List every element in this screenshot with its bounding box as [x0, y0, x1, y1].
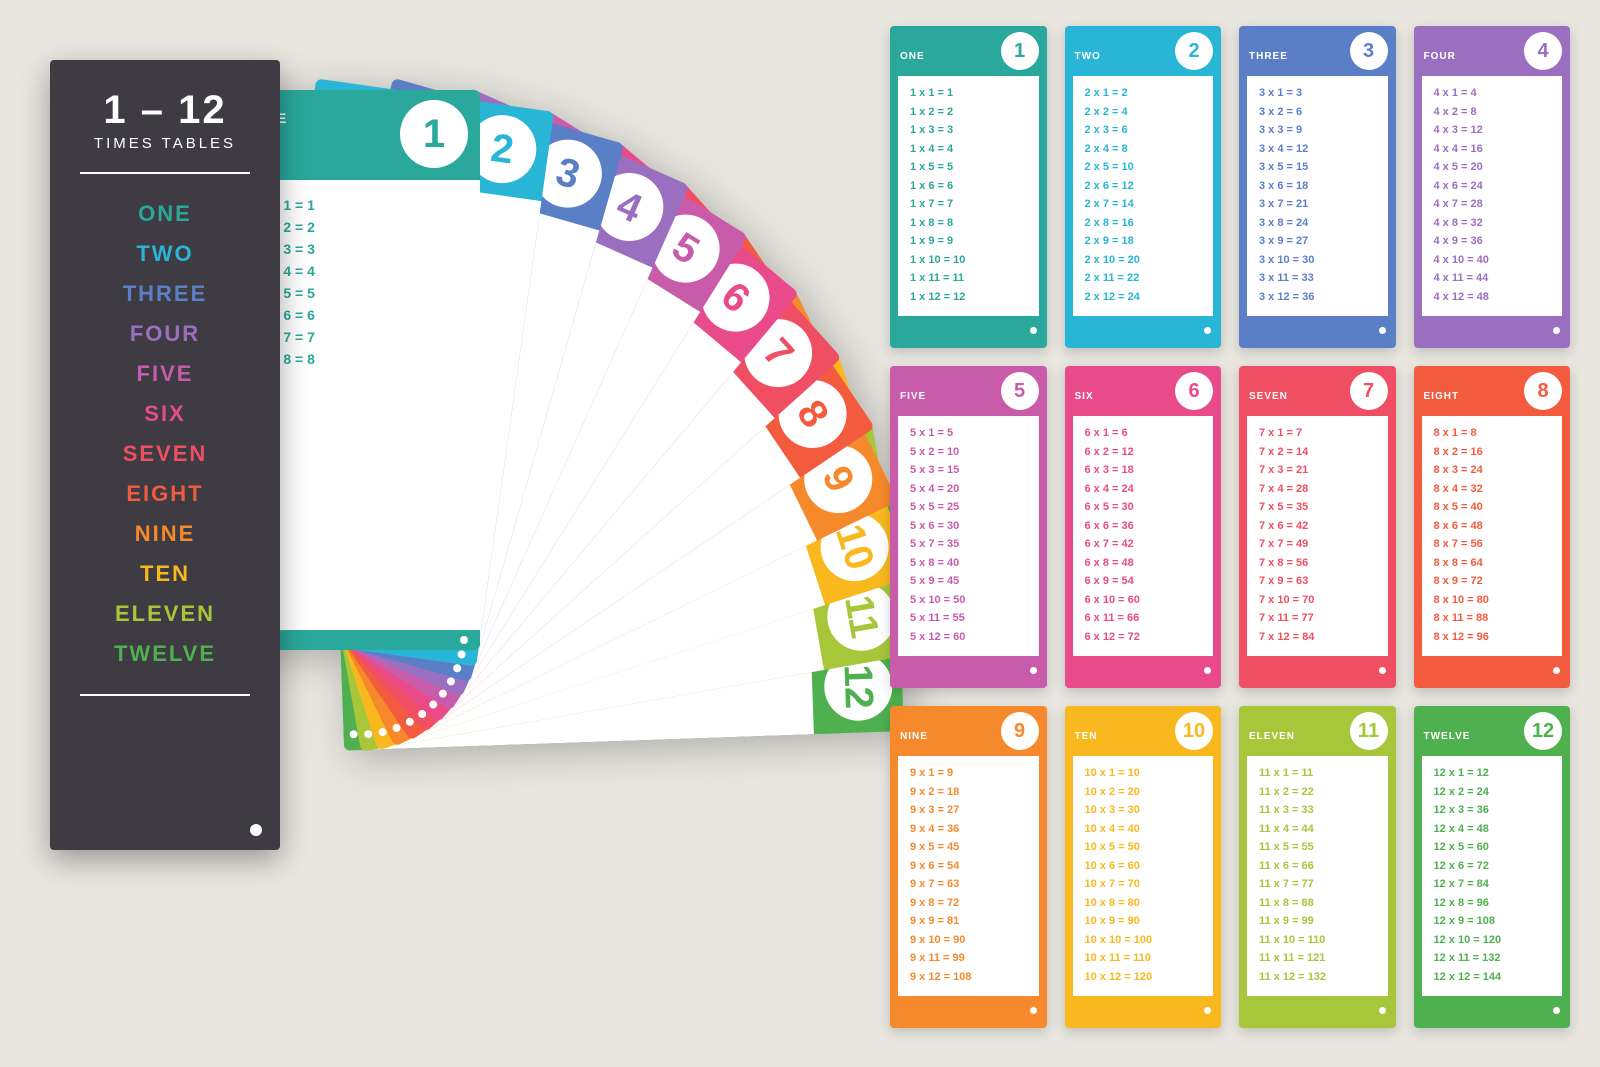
mini-card-badge: 10: [1175, 712, 1213, 750]
cover-title: 1 – 12: [50, 88, 280, 133]
mini-card-8: EIGHT 8 8 x 1 = 88 x 2 = 168 x 3 = 248 x 4…: [1414, 366, 1571, 688]
mini-card-badge: 11: [1350, 712, 1388, 750]
mini-card-badge: 6: [1175, 372, 1213, 410]
cover-number-list: ONETWOTHREEFOURFIVESIXSEVENEIGHTNINETENE…: [50, 194, 280, 674]
mini-card-word: TEN: [1075, 731, 1098, 742]
mini-card-footer: [1414, 316, 1571, 340]
mini-card-footer: [1065, 316, 1222, 340]
cover-list-item: ELEVEN: [50, 594, 280, 634]
mini-card-7: SEVEN 7 7 x 1 = 77 x 2 = 147 x 3 = 217 x 4…: [1239, 366, 1396, 688]
cover-list-item: FOUR: [50, 314, 280, 354]
mini-card-body: 3 x 1 = 33 x 2 = 63 x 3 = 93 x 4 = 123 x…: [1247, 76, 1388, 316]
mini-card-body: 11 x 1 = 1111 x 2 = 2211 x 3 = 3311 x 4 …: [1247, 756, 1388, 996]
fan-card-badge: 1: [400, 100, 468, 168]
mini-card-word: FIVE: [900, 391, 926, 402]
mini-card-footer: [1239, 996, 1396, 1020]
mini-card-grid: ONE 1 1 x 1 = 11 x 2 = 21 x 3 = 31 x 4 = 4…: [890, 26, 1570, 1028]
mini-card-word: ELEVEN: [1249, 731, 1295, 742]
cover-divider-bottom: [80, 694, 250, 696]
mini-card-footer: [1414, 656, 1571, 680]
mini-card-11: ELEVEN 11 11 x 1 = 1111 x 2 = 2211 x 3 = 3…: [1239, 706, 1396, 1028]
mini-card-6: SIX 6 6 x 1 = 66 x 2 = 126 x 3 = 186 x 4 =…: [1065, 366, 1222, 688]
mini-card-word: THREE: [1249, 51, 1288, 62]
mini-card-2: TWO 2 2 x 1 = 22 x 2 = 42 x 3 = 62 x 4 = 8…: [1065, 26, 1222, 348]
mini-card-word: SIX: [1075, 391, 1094, 402]
cover-list-item: TWELVE: [50, 634, 280, 674]
mini-card-body: 8 x 1 = 88 x 2 = 168 x 3 = 248 x 4 = 328…: [1422, 416, 1563, 656]
mini-card-word: FOUR: [1424, 51, 1456, 62]
mini-card-body: 7 x 1 = 77 x 2 = 147 x 3 = 217 x 4 = 287…: [1247, 416, 1388, 656]
cover-list-item: EIGHT: [50, 474, 280, 514]
mini-card-word: SEVEN: [1249, 391, 1288, 402]
cover-list-item: THREE: [50, 274, 280, 314]
cover-panel: 1 – 12 TIMES TABLES ONETWOTHREEFOURFIVES…: [50, 60, 280, 850]
cover-list-item: NINE: [50, 514, 280, 554]
mini-card-footer: [1414, 996, 1571, 1020]
cover-list-item: FIVE: [50, 354, 280, 394]
mini-card-footer: [1239, 316, 1396, 340]
mini-card-9: NINE 9 9 x 1 = 99 x 2 = 189 x 3 = 279 x 4 …: [890, 706, 1047, 1028]
mini-card-word: TWO: [1075, 51, 1101, 62]
mini-card-badge: 4: [1524, 32, 1562, 70]
cover-list-item: TEN: [50, 554, 280, 594]
mini-card-body: 6 x 1 = 66 x 2 = 126 x 3 = 186 x 4 = 246…: [1073, 416, 1214, 656]
mini-card-footer: [1065, 996, 1222, 1020]
mini-card-footer: [1239, 656, 1396, 680]
mini-card-badge: 1: [1001, 32, 1039, 70]
mini-card-body: 1 x 1 = 11 x 2 = 21 x 3 = 31 x 4 = 41 x …: [898, 76, 1039, 316]
mini-card-4: FOUR 4 4 x 1 = 44 x 2 = 84 x 3 = 124 x 4 =…: [1414, 26, 1571, 348]
mini-card-body: 5 x 1 = 55 x 2 = 105 x 3 = 155 x 4 = 205…: [898, 416, 1039, 656]
mini-card-body: 12 x 1 = 1212 x 2 = 2412 x 3 = 3612 x 4 …: [1422, 756, 1563, 996]
mini-card-word: TWELVE: [1424, 731, 1471, 742]
mini-card-1: ONE 1 1 x 1 = 11 x 2 = 21 x 3 = 31 x 4 = 4…: [890, 26, 1047, 348]
mini-card-badge: 5: [1001, 372, 1039, 410]
mini-card-footer: [890, 656, 1047, 680]
mini-card-badge: 12: [1524, 712, 1562, 750]
cover-list-item: TWO: [50, 234, 280, 274]
cover-list-item: SIX: [50, 394, 280, 434]
mini-card-body: 9 x 1 = 99 x 2 = 189 x 3 = 279 x 4 = 369…: [898, 756, 1039, 996]
mini-card-badge: 3: [1350, 32, 1388, 70]
mini-card-body: 4 x 1 = 44 x 2 = 84 x 3 = 124 x 4 = 164 …: [1422, 76, 1563, 316]
mini-card-10: TEN 10 10 x 1 = 1010 x 2 = 2010 x 3 = 3010…: [1065, 706, 1222, 1028]
mini-card-3: THREE 3 3 x 1 = 33 x 2 = 63 x 3 = 93 x 4 =…: [1239, 26, 1396, 348]
cover-divider-top: [80, 172, 250, 174]
mini-card-badge: 9: [1001, 712, 1039, 750]
cover-list-item: ONE: [50, 194, 280, 234]
mini-card-12: TWELVE 12 12 x 1 = 1212 x 2 = 2412 x 3 = 3…: [1414, 706, 1571, 1028]
dot-icon: [250, 824, 262, 836]
mini-card-badge: 2: [1175, 32, 1213, 70]
mini-card-badge: 7: [1350, 372, 1388, 410]
cover-list-item: SEVEN: [50, 434, 280, 474]
mini-card-footer: [890, 996, 1047, 1020]
cover-subtitle: TIMES TABLES: [50, 135, 280, 152]
mini-card-footer: [890, 316, 1047, 340]
mini-card-5: FIVE 5 5 x 1 = 55 x 2 = 105 x 3 = 155 x 4 …: [890, 366, 1047, 688]
mini-card-word: EIGHT: [1424, 391, 1460, 402]
mini-card-word: ONE: [900, 51, 925, 62]
mini-card-body: 2 x 1 = 22 x 2 = 42 x 3 = 62 x 4 = 82 x …: [1073, 76, 1214, 316]
mini-card-footer: [1065, 656, 1222, 680]
mini-card-word: NINE: [900, 731, 928, 742]
mini-card-body: 10 x 1 = 1010 x 2 = 2010 x 3 = 3010 x 4 …: [1073, 756, 1214, 996]
mini-card-badge: 8: [1524, 372, 1562, 410]
